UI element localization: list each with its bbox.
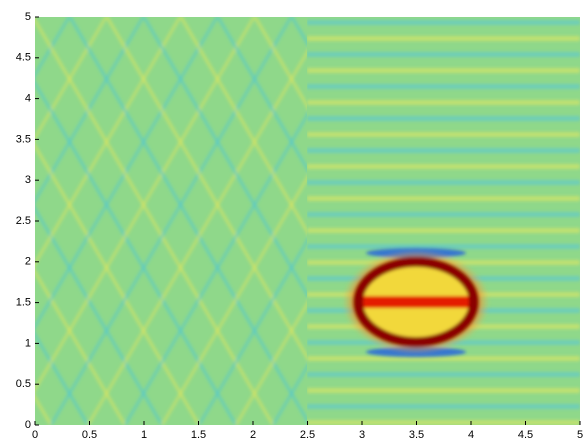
axes: 0 0.5 1 1.5 2 2.5 3 3.5 4 4.5 5 0 0.5 1 1.5 2 2.5 3 3.5 4 4.… [16,11,583,441]
wave-stripe [307,404,580,409]
wave-stripe [307,164,580,169]
wave-stripe [307,420,580,425]
wave-stripe [307,84,580,89]
wave-line [35,17,275,425]
wave-line [197,238,307,425]
y-tick-label: 4.5 [16,52,31,64]
wave-line [68,17,307,423]
y-tick-label: 1 [25,337,31,349]
x-tick-label: 0.5 [82,429,97,441]
diagonal-waves [0,17,307,425]
x-tick-label: 2.5 [300,429,315,441]
wave-stripe [307,116,580,121]
wave-stripe [307,148,580,153]
x-tick-label: 5 [577,429,583,441]
wave-line [35,17,219,330]
y-tick-label: 0 [25,419,31,431]
wave-line [35,17,145,204]
wave-stripe [307,196,580,201]
y-tick-label: 5 [25,11,31,23]
x-tick-label: 3.5 [409,429,424,441]
wave-line [35,80,238,425]
wave-stripe [307,132,580,137]
wave-line [105,17,307,360]
wave-line [35,206,164,425]
center-band [362,296,470,308]
wave-stripe [307,228,580,233]
y-tick-label: 2.5 [16,215,31,227]
y-tick-label: 3.5 [16,133,31,145]
wave-line [35,331,90,425]
wave-line [216,17,307,172]
wave-stripe [307,68,580,73]
x-tick-label: 2 [250,429,256,441]
x-tick-label: 1.5 [191,429,206,441]
x-tick-label: 4 [468,429,474,441]
scatterer [342,248,490,357]
wave-stripe [307,20,580,25]
y-tick-label: 4 [25,93,31,105]
wave-line [253,17,307,109]
wave-line [142,17,307,298]
wave-line [86,49,307,425]
wave-stripe [307,212,580,217]
wave-stripe [307,180,580,185]
wave-stripe [307,100,580,105]
wave-line [49,17,293,425]
x-tick-label: 0 [32,429,38,441]
wave-line [179,17,307,235]
wave-line [35,143,201,425]
wave-stripe [307,52,580,57]
x-tick-label: 4.5 [518,429,533,441]
wave-line [35,17,108,141]
wave-line [234,301,307,425]
wave-stripe [307,388,580,393]
wave-line [35,17,182,267]
wave-stripe [307,356,580,361]
wave-line [160,175,307,425]
x-tick-label: 1 [141,429,147,441]
wave-stripe [307,36,580,41]
wave-line [35,269,127,425]
wave-line [35,17,256,393]
wave-stripe [307,244,580,249]
y-tick-label: 3 [25,174,31,186]
y-tick-label: 1.5 [16,297,31,309]
wave-stripe [307,372,580,377]
wave-line [0,17,14,425]
wave-line [123,112,307,425]
x-tick-label: 3 [359,429,365,441]
y-tick-label: 2 [25,256,31,268]
dark-ring [353,257,479,347]
y-tick-label: 0.5 [16,378,31,390]
